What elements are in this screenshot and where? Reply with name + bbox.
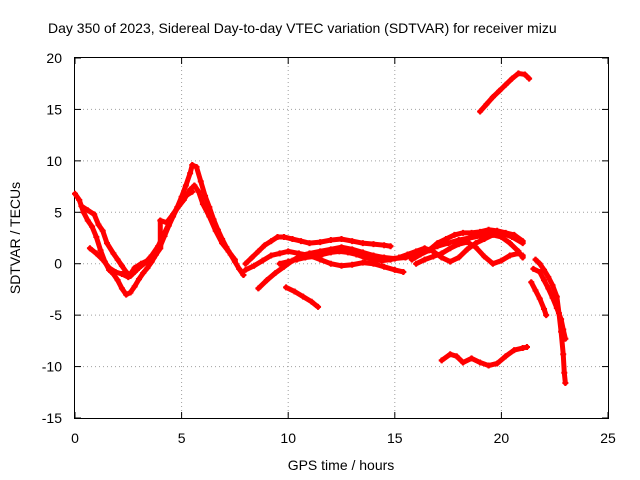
y-tick-label: 15 [46,101,62,117]
data-point [400,268,407,275]
y-tick-label: -10 [42,359,62,375]
data-point [543,312,550,319]
x-tick-label: 20 [494,430,510,446]
y-tick-label: -5 [50,307,63,323]
series-track-early-3 [86,188,196,281]
series-track-drop-3 [528,279,550,319]
data-point [387,243,394,250]
data-segment [560,351,567,376]
x-tick-label: 25 [600,430,616,446]
data-point [519,238,526,245]
data-point [240,272,247,279]
x-tick-label: 15 [387,430,403,446]
y-tick-label: 0 [54,256,62,272]
series-track-late-2 [413,239,526,267]
series-track-mid-1 [242,233,394,267]
x-axis-label: GPS time / hours [288,457,395,473]
series-track-dip [283,284,322,310]
series-track-mid-4 [276,231,526,267]
axes: 0 5 10 15 20 25 -15 -10 -5 0 5 10 15 20 [42,50,616,446]
x-tick-label: 0 [71,430,79,446]
chart-title: Day 350 of 2023, Sidereal Day-to-day VTE… [48,20,557,36]
y-tick-label: -15 [42,410,62,426]
y-axis-label: SDTVAR / TECUs [7,182,23,294]
plot-frame [74,57,609,419]
series-track-low [438,344,530,369]
data-point [231,256,238,263]
x-tick-label: 10 [280,430,296,446]
series-track-drop-2 [532,256,569,387]
data-point [523,344,530,351]
data-segment [558,329,566,357]
series-track-late-1 [408,226,526,263]
series-track-high [477,70,533,115]
data-point [315,303,322,310]
data-point [526,75,533,82]
data-segment [556,310,564,335]
x-tick-label: 5 [178,430,186,446]
y-tick-label: 5 [54,204,62,220]
data-segment [206,213,219,234]
y-tick-label: 20 [46,50,62,66]
series-track-mid-3 [242,248,407,275]
data-point [189,188,196,195]
data-marks [72,70,569,387]
data-point [519,252,526,259]
data-segment [511,232,526,244]
data-segment [226,248,238,263]
data-point [562,380,569,387]
y-tick-label: 10 [46,153,62,169]
